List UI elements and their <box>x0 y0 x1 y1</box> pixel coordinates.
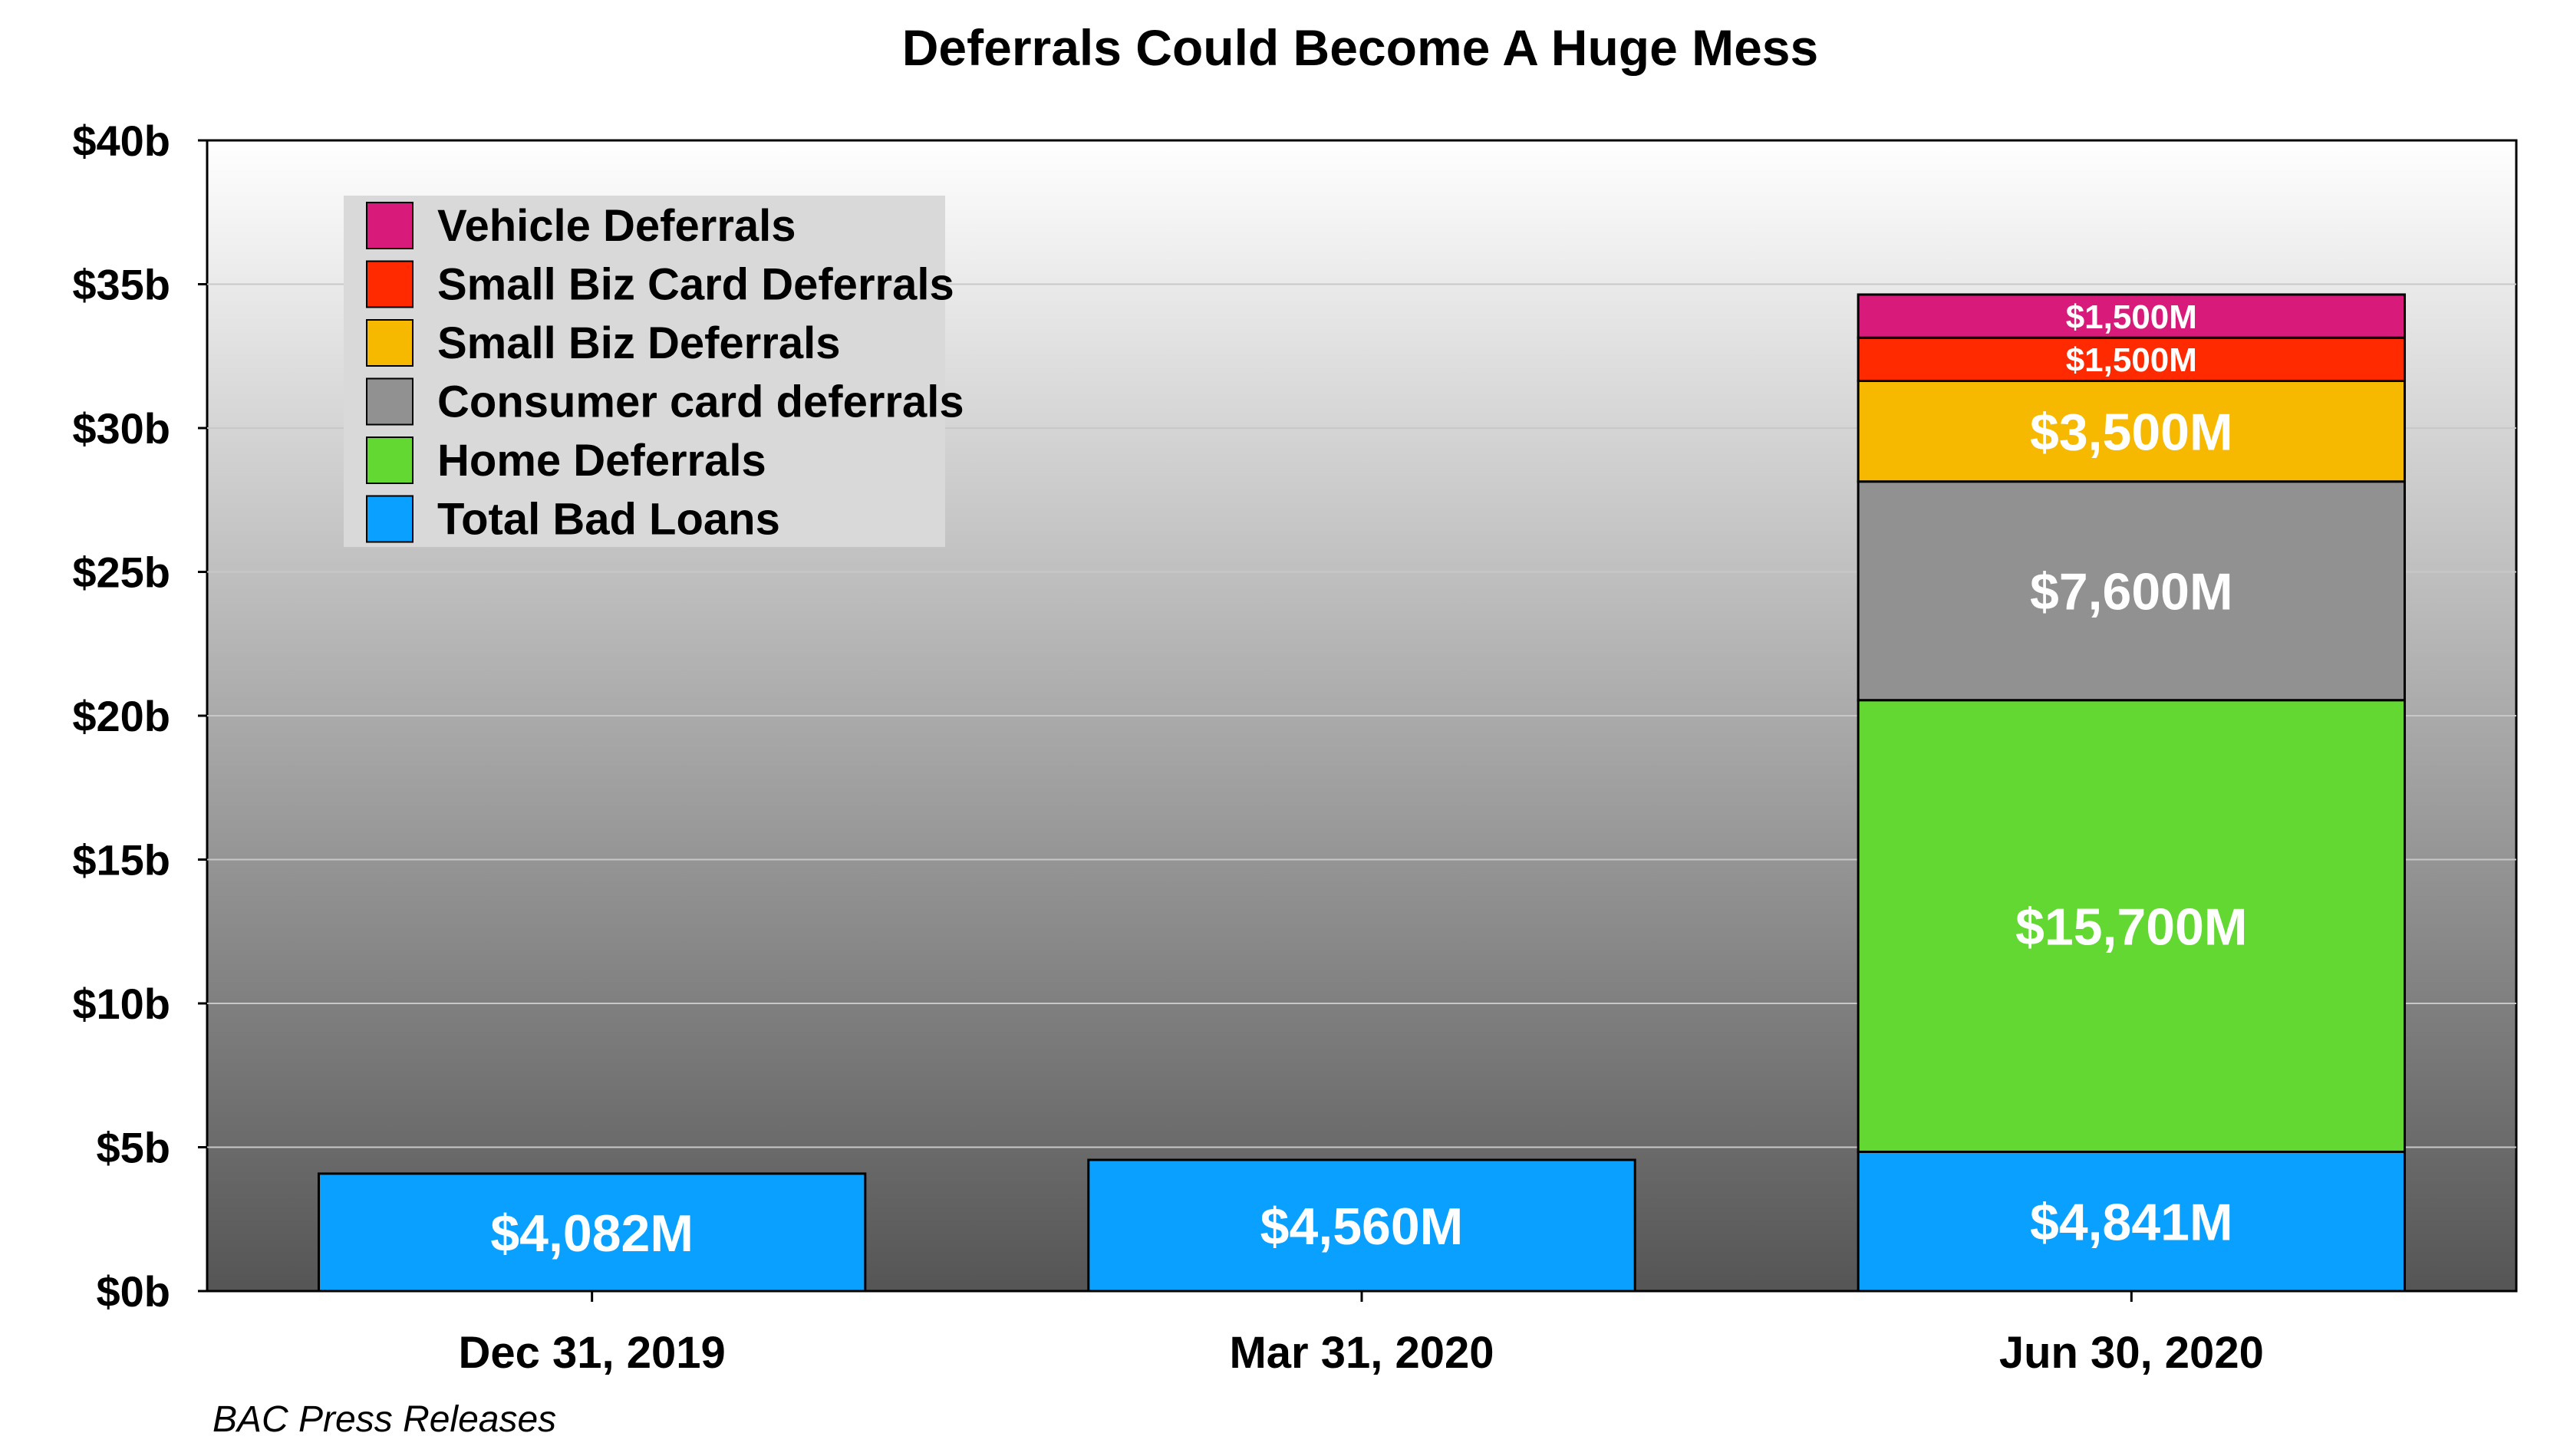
legend-swatch <box>366 319 414 367</box>
bar-segment <box>1857 480 2407 702</box>
data-label: $3,500M <box>2030 404 2233 462</box>
legend-box <box>344 196 945 547</box>
x-tick-label: Jun 30, 2020 <box>1999 1328 2264 1378</box>
legend-swatch <box>366 495 414 543</box>
legend-label: Small Biz Card Deferrals <box>437 260 954 310</box>
data-label: $1,500M <box>2066 341 2197 379</box>
legend-swatch <box>366 377 414 426</box>
x-tick-label: Mar 31, 2020 <box>1229 1328 1494 1378</box>
data-label: $4,082M <box>490 1204 694 1263</box>
y-tick-label: $25b <box>72 548 170 597</box>
y-tick-label: $30b <box>72 404 170 453</box>
legend-swatch <box>366 436 414 484</box>
data-label: $7,600M <box>2030 563 2233 621</box>
legend-label: Vehicle Deferrals <box>437 201 796 251</box>
x-tick-label: Dec 31, 2019 <box>459 1328 726 1378</box>
y-axis-ticks: $0b $5b $10b $15b $20b $25b $30b $35b $40b <box>72 117 207 1316</box>
bar-segment <box>1857 699 2407 1153</box>
data-label: $4,841M <box>2030 1194 2233 1252</box>
legend-label: Home Deferrals <box>437 436 766 486</box>
legend-label: Total Bad Loans <box>437 495 780 545</box>
data-label: $15,700M <box>2015 898 2247 957</box>
data-label: $4,560M <box>1260 1197 1464 1256</box>
bars: $4,082M $4,560M $4,841M $15,700M $7,600M $3,5… <box>317 293 2407 1293</box>
legend-label: Small Biz Deferrals <box>437 318 840 368</box>
y-tick-label: $20b <box>72 692 170 740</box>
legend-swatch <box>366 260 414 308</box>
y-tick-label: $5b <box>97 1124 171 1172</box>
legend-label: Consumer card deferrals <box>437 377 964 427</box>
y-tick-label: $15b <box>72 836 170 884</box>
bar-segment <box>1857 293 2407 339</box>
chart-title: Deferrals Could Become A Huge Mess <box>902 19 1818 76</box>
y-tick-label: $0b <box>97 1267 171 1316</box>
y-tick-label: $40b <box>72 117 170 165</box>
y-tick-label: $35b <box>72 261 170 309</box>
data-label: $1,500M <box>2066 298 2197 336</box>
bar-segment <box>1857 379 2407 483</box>
y-tick-label: $10b <box>72 980 170 1028</box>
bar-segment <box>1087 1158 1636 1293</box>
x-axis-ticks: Dec 31, 2019 Mar 31, 2020 Jun 30, 2020 <box>459 1291 2264 1378</box>
legend-swatch <box>366 202 414 249</box>
legend: Vehicle Deferrals Small Biz Card Deferral… <box>344 196 964 547</box>
source-note: BAC Press Releases <box>213 1399 556 1440</box>
